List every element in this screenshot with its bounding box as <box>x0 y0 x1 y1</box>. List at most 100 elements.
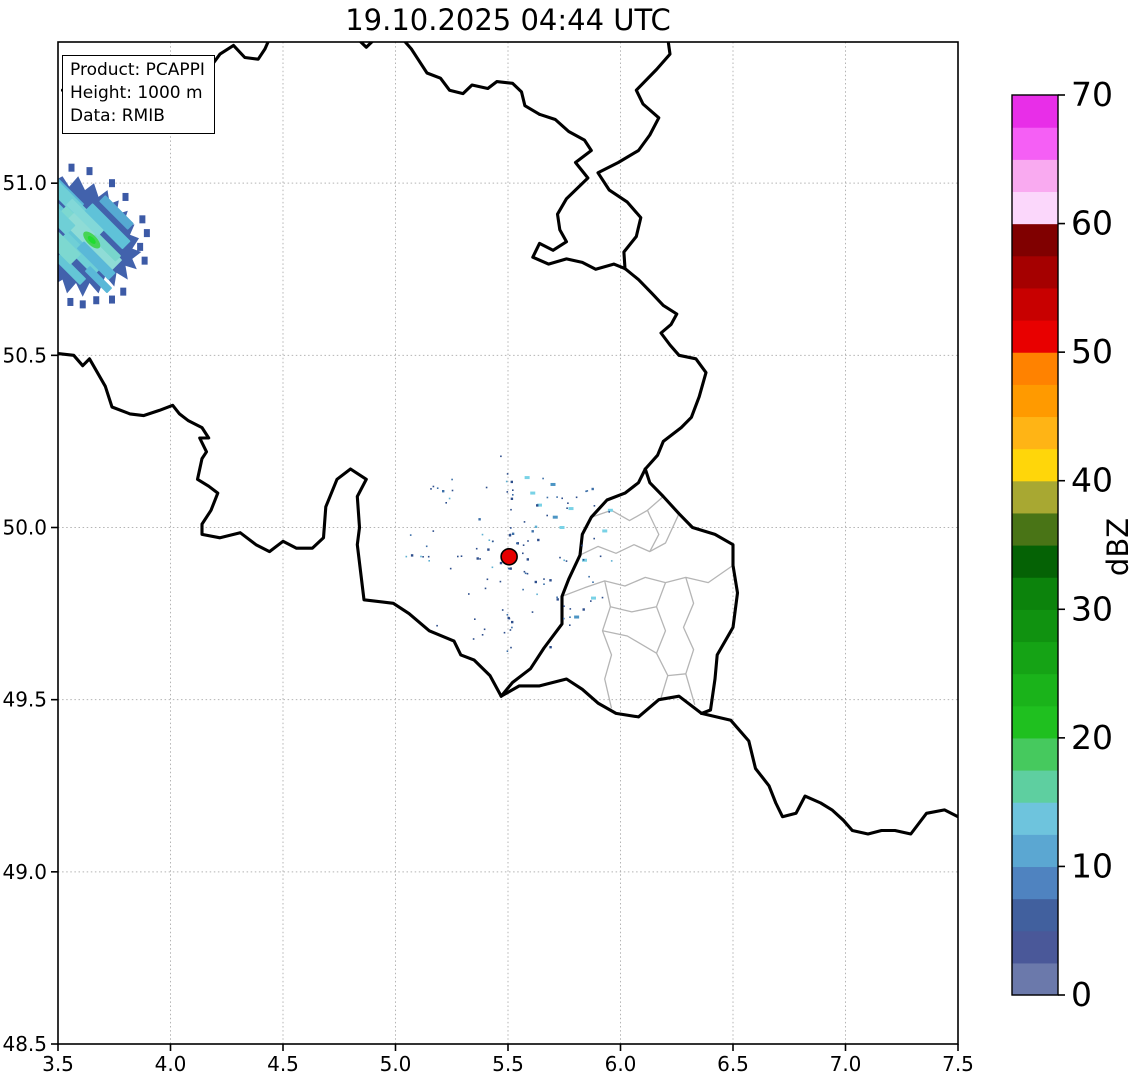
canton-border-line <box>579 513 680 556</box>
colorbar-frame <box>1011 94 1059 996</box>
echo-speckle <box>141 256 148 265</box>
echo-fleck <box>550 482 556 486</box>
colorbar-segment <box>1012 962 1058 996</box>
x-tick-label: 3.5 <box>42 1052 74 1076</box>
echo-fleck <box>568 507 574 511</box>
canton-border-line <box>610 606 657 613</box>
echo-streak <box>66 198 104 237</box>
canton-border-line <box>646 510 660 552</box>
colorbar-segment <box>1012 609 1058 643</box>
country-border-line <box>358 42 374 49</box>
echo-fleck <box>559 526 565 530</box>
echo-fleck <box>591 596 596 600</box>
echo-core-inner <box>87 236 96 244</box>
echo-fleck <box>602 529 608 533</box>
echo-speckle <box>122 192 129 201</box>
radar-site-marker <box>500 547 518 566</box>
echo-streak <box>85 266 112 293</box>
y-tick-label: 49.0 <box>2 860 47 884</box>
colorbar-segment <box>1012 512 1058 546</box>
info-box: Product: PCAPPI Height: 1000 m Data: RMI… <box>62 55 215 134</box>
colorbar-tick-label: 70 <box>1071 75 1113 114</box>
colorbar-segment <box>1012 930 1058 964</box>
colorbar-segment <box>1012 352 1058 385</box>
country-border-line <box>499 677 704 719</box>
axis-ticks-and-labels: 3.5 4.0 4.5 5.0 5.5 6.0 6.5 7.0 7.5 48.5 49.0 49.5 5… <box>2 171 973 1076</box>
canton-border-line <box>667 673 686 677</box>
colorbar-segment <box>1012 448 1058 482</box>
echo-fleck <box>530 491 536 495</box>
echo-speckle <box>120 287 127 296</box>
country-border-line <box>403 42 542 116</box>
echo-speckle <box>137 242 144 251</box>
echo-streak <box>58 200 76 235</box>
colorbar-segment <box>1012 737 1058 771</box>
colorbar-segment <box>1012 834 1058 868</box>
colorbar-segment <box>1012 480 1058 514</box>
colorbar-segment <box>1012 577 1058 610</box>
colorbar-segment <box>1012 320 1058 353</box>
colorbar-segment <box>1012 287 1058 321</box>
colorbar-segment <box>1012 898 1058 932</box>
colorbar-segment <box>1012 416 1058 450</box>
echo-streak <box>99 195 134 230</box>
colorbar-segment <box>1012 866 1058 900</box>
y-tick-label: 50.5 <box>2 343 47 367</box>
colorbar-segment <box>1012 705 1058 739</box>
luxembourg-canton-borders <box>561 496 734 709</box>
y-tick-label: 48.5 <box>2 1032 47 1056</box>
x-tick-label: 7.5 <box>942 1052 974 1076</box>
country-border-line <box>58 352 503 698</box>
colorbar-segment <box>1012 384 1058 418</box>
echo-streak <box>84 203 131 250</box>
y-tick-label: 50.0 <box>2 516 47 540</box>
canton-border-line <box>602 630 657 654</box>
echo-fleck <box>524 476 530 480</box>
echo-streak <box>58 225 81 265</box>
light-echo-flecks <box>524 476 613 619</box>
colorbar-segment <box>1012 191 1058 225</box>
echo-speckle <box>86 167 93 176</box>
echo-fleck <box>574 615 580 619</box>
echo-speckle <box>79 300 86 309</box>
x-tick-label: 6.0 <box>605 1052 637 1076</box>
echo-speckle <box>93 296 100 305</box>
x-tick-label: 5.5 <box>492 1052 524 1076</box>
echo-fleck <box>607 508 613 512</box>
colorbar-tick-label: 20 <box>1071 718 1113 757</box>
colorbar-segment <box>1012 673 1058 707</box>
echo-speckle <box>139 215 146 224</box>
colorbar-tick-label: 60 <box>1071 204 1113 243</box>
country-border-line <box>699 711 958 836</box>
info-box-data-source: Data: RMIB <box>70 106 165 126</box>
country-border-line <box>499 467 647 698</box>
colorbar-tick-label: 10 <box>1071 846 1113 885</box>
x-tick-label: 6.5 <box>717 1052 749 1076</box>
info-box-product: Product: PCAPPI <box>70 60 205 80</box>
colorbar-tick-label: 50 <box>1071 332 1113 371</box>
colorbar-segment <box>1012 95 1058 128</box>
echo-fleck <box>582 558 587 562</box>
echo-speckle <box>67 297 74 306</box>
echo-streak <box>58 253 86 285</box>
colorbar-segment <box>1012 802 1058 835</box>
echo-speckle <box>109 179 115 188</box>
x-tick-label: 4.0 <box>155 1052 187 1076</box>
gridlines <box>58 42 958 1044</box>
echo-speckle <box>143 229 150 238</box>
echo-streak <box>91 232 121 262</box>
colorbar-axis-label: dBZ <box>1101 517 1135 577</box>
colorbar-tick-label: 0 <box>1071 975 1092 1014</box>
map-content <box>58 42 958 836</box>
info-box-height: Height: 1000 m <box>70 83 203 103</box>
colorbar-segment <box>1012 545 1058 578</box>
country-border-line <box>643 467 740 715</box>
country-border-line <box>531 112 627 271</box>
echo-fleck <box>552 515 558 519</box>
precipitation-echo <box>58 163 150 309</box>
x-tick-label: 5.0 <box>380 1052 412 1076</box>
country-border-line <box>596 42 672 271</box>
colorbar-segment <box>1012 255 1058 289</box>
echo-fleck <box>537 503 542 507</box>
